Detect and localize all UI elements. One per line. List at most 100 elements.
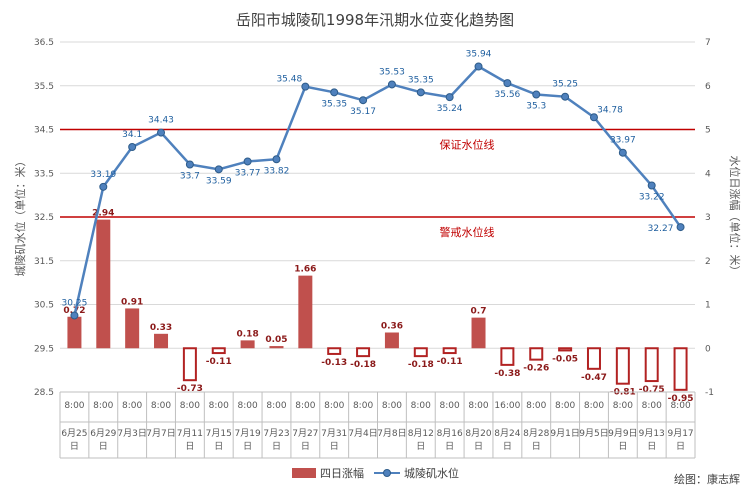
bar — [96, 219, 111, 349]
bar — [269, 346, 284, 349]
x-date-label: 7月27 — [292, 428, 318, 439]
line-point — [185, 160, 194, 169]
x-date-label-line2: 日 — [647, 441, 656, 452]
x-time-label: 8:00 — [642, 401, 662, 411]
legend-line-label: 城陵矶水位 — [404, 466, 459, 480]
y-axis-right: -1 0 1 2 3 4 5 6 7 — [705, 38, 714, 398]
bar-data-label: -0.26 — [523, 364, 549, 374]
line-data-label: 35.48 — [276, 75, 302, 85]
bar — [67, 316, 82, 349]
line-point — [474, 62, 483, 71]
x-date-label-line2: 日 — [99, 441, 108, 452]
y-right-tick-label: 7 — [705, 38, 711, 48]
y-axis-right-title: 水位日涨幅（单位：米） — [728, 156, 742, 277]
bar-data-label: -0.38 — [494, 369, 520, 379]
x-date-label: 7月7日 — [146, 428, 175, 439]
bar — [413, 347, 428, 358]
x-time-label: 8:00 — [555, 401, 575, 411]
line-data-label: 32.27 — [648, 224, 674, 234]
x-time-label: 8:00 — [122, 401, 142, 411]
line-point — [157, 128, 166, 137]
legend-line-marker — [383, 469, 391, 477]
bar — [182, 347, 197, 382]
x-time-label: 8:00 — [238, 401, 258, 411]
x-date-label-line2: 日 — [185, 441, 194, 452]
bar — [673, 347, 688, 391]
line-data-label: 30.25 — [62, 298, 88, 308]
line-point — [532, 90, 541, 99]
x-date-label-line2: 日 — [532, 441, 541, 452]
bar-data-label: 0.91 — [121, 297, 143, 307]
line-data-label: 35.17 — [350, 107, 376, 117]
y-axis-left: 28.5 29.5 30.5 31.5 32.5 33.5 34.5 35.5 36.5 — [34, 38, 54, 398]
x-date-label: 9月13 — [639, 428, 665, 439]
line-point — [589, 113, 598, 122]
bar — [125, 308, 140, 349]
chart-credit: 绘图：康志辉 — [674, 472, 740, 486]
y-left-tick-label: 31.5 — [34, 257, 54, 267]
x-time-label: 8:00 — [209, 401, 229, 411]
x-date-label: 8月16 — [437, 428, 463, 439]
line-point — [387, 80, 396, 89]
y-right-tick-label: 2 — [705, 257, 711, 267]
bar — [356, 347, 371, 358]
bar-data-label: -0.11 — [206, 357, 232, 367]
y-right-tick-label: 5 — [705, 126, 711, 136]
bar — [327, 347, 342, 355]
bar-data-label: 0.33 — [150, 323, 172, 333]
line-data-label: 35.35 — [408, 75, 434, 85]
bar — [500, 347, 515, 366]
bar-data-label: 0.18 — [237, 329, 259, 339]
x-time-label: 8:00 — [295, 401, 315, 411]
chart-title: 岳阳市城陵矶1998年汛期水位变化趋势图 — [236, 11, 514, 29]
x-time-label: 8:00 — [353, 401, 373, 411]
bar-data-label: -0.18 — [408, 360, 434, 370]
line-data-label: 33.22 — [639, 193, 665, 203]
line-data-label: 35.53 — [379, 67, 405, 77]
y-left-tick-label: 29.5 — [34, 344, 54, 354]
x-date-label: 8月24 — [494, 428, 520, 439]
line-data-label: 33.7 — [180, 172, 200, 182]
x-axis-table: 8:00 6月25 日 8:00 6月29 日 8:00 7月3日 8:00 7月7日 8:00 7月… — [59, 391, 696, 459]
bar — [586, 347, 601, 370]
x-date-label-line2: 日 — [301, 441, 310, 452]
x-time-label: 8:00 — [151, 401, 171, 411]
x-date-label: 7月15 — [206, 428, 232, 439]
bar — [442, 347, 457, 355]
line-data-label: 34.1 — [122, 130, 142, 140]
x-time-label: 8:00 — [266, 401, 286, 411]
x-time-label: 8:00 — [324, 401, 344, 411]
x-time-label: 8:00 — [180, 401, 200, 411]
y-left-tick-label: 30.5 — [34, 301, 54, 311]
x-date-label: 7月23 — [263, 428, 289, 439]
x-date-label: 7月11 — [177, 428, 203, 439]
bar — [615, 347, 630, 385]
bar — [384, 332, 399, 349]
y-left-tick-label: 34.5 — [34, 126, 54, 136]
line-data-label: 35.94 — [466, 50, 492, 60]
bar-data-label: -0.13 — [321, 358, 347, 368]
line-point — [214, 165, 223, 174]
bar-data-label: 0.7 — [471, 307, 487, 317]
x-time-label: 8:00 — [468, 401, 488, 411]
line-data-label: 35.24 — [437, 104, 463, 114]
line-point — [445, 93, 454, 102]
line-data-label: 33.77 — [235, 168, 261, 178]
x-date-label-line2: 日 — [330, 441, 339, 452]
line-data-label: 35.35 — [321, 99, 347, 109]
bar-data-label: -0.11 — [437, 357, 463, 367]
y-right-tick-label: 1 — [705, 301, 711, 311]
bar — [298, 275, 313, 349]
line-point — [301, 82, 310, 91]
x-date-label: 7月8日 — [377, 428, 406, 439]
y-right-tick-label: -1 — [705, 388, 714, 398]
bar-data-label: 2.94 — [92, 209, 114, 219]
x-date-label: 8月12 — [408, 428, 434, 439]
line-data-label: 35.3 — [526, 102, 546, 112]
x-date-label-line2: 日 — [272, 441, 281, 452]
x-time-label: 8:00 — [670, 401, 690, 411]
y-left-tick-label: 35.5 — [34, 82, 54, 92]
line-point — [99, 182, 108, 191]
